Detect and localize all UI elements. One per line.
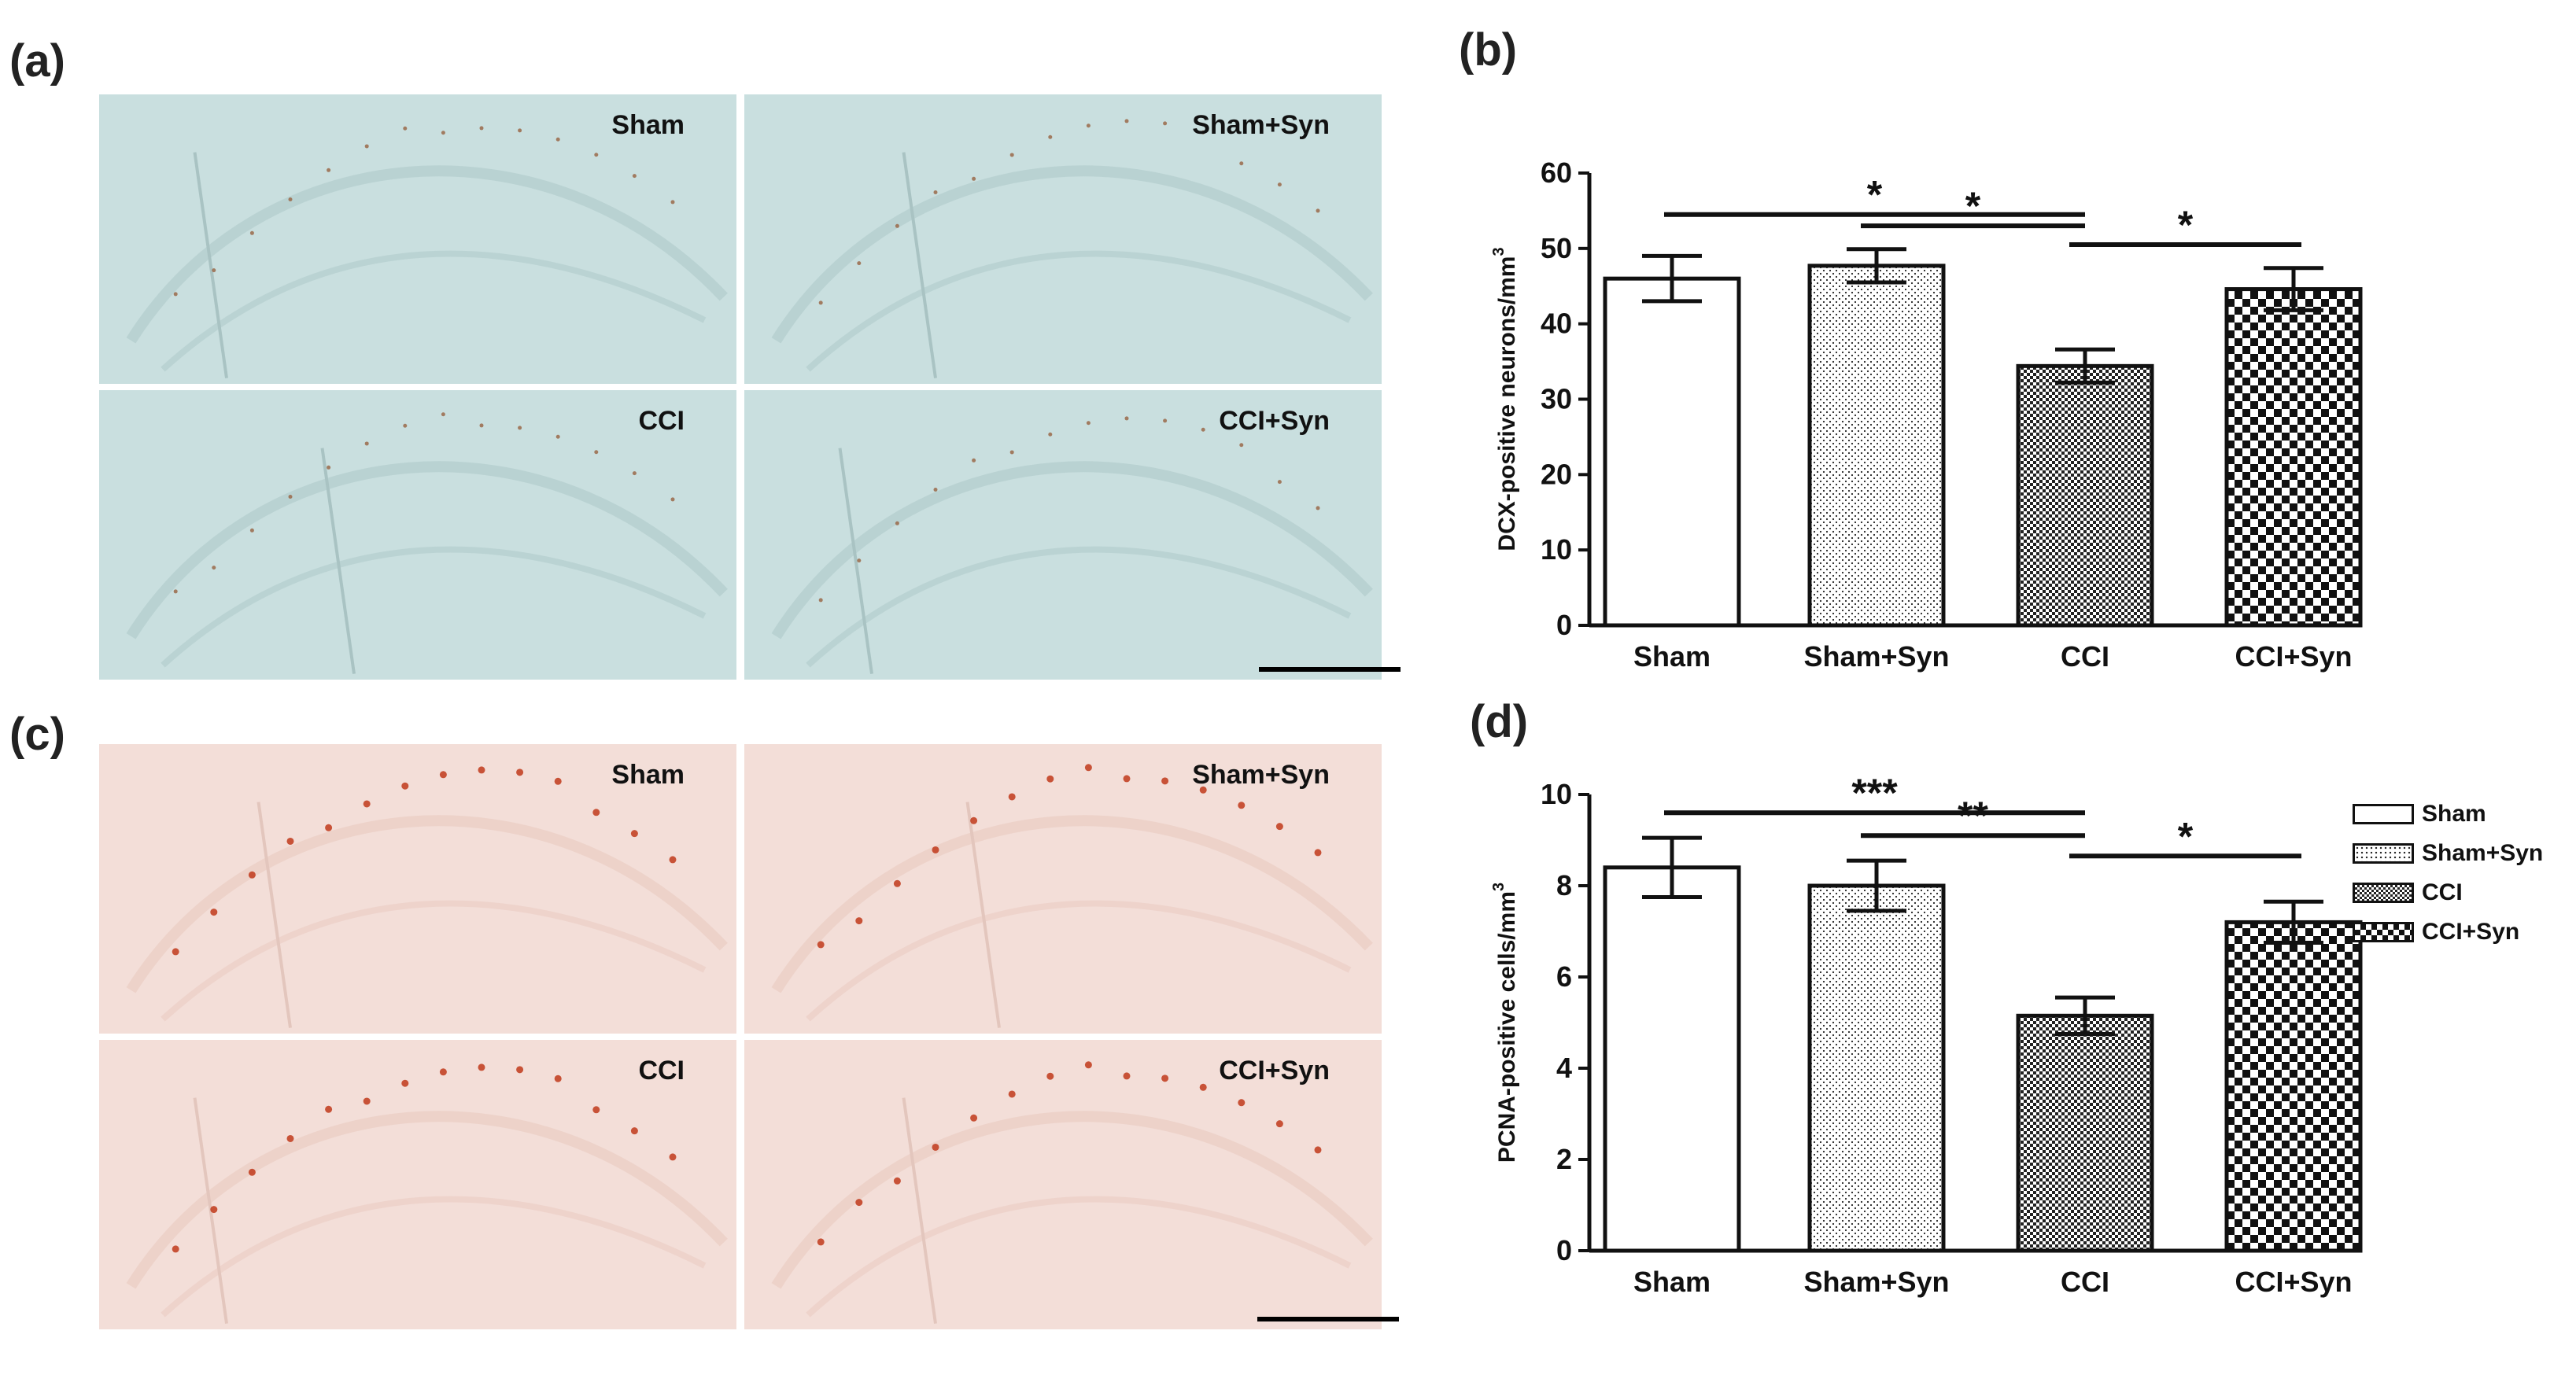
y-tick-label: 6: [1556, 960, 1572, 993]
panel-letter-c: (c): [9, 709, 65, 760]
legend-item-cci: CCI: [2353, 873, 2576, 912]
error-bar: [1847, 247, 1906, 285]
error-bar: [2055, 347, 2115, 385]
tissue-texture: [771, 119, 1373, 378]
panel-letter-a: (a): [9, 35, 65, 87]
micrograph-label: CCI+Syn: [1219, 406, 1330, 436]
significance-label: **: [1958, 794, 1988, 838]
y-tick-label: 40: [1541, 308, 1572, 340]
dcx-bar-chart: 0 10 20 30 40 50 60 DCX-positive neurons/mm3 Sha…: [1490, 157, 2363, 673]
pcna-bar-chart: 0 2 4 6 8 10 PCNA-positive cells/mm3 Sham Sham+S…: [1490, 771, 2363, 1298]
legend-swatch-cci-syn: [2353, 922, 2414, 942]
significance-label: *: [2178, 203, 2194, 247]
bar-sham-syn: [1807, 264, 1946, 628]
micrograph-label: CCI: [638, 406, 685, 436]
micrograph-dcx-sham: Sham: [99, 94, 736, 384]
x-tick-label: CCI: [2061, 1266, 2109, 1298]
panel-letter-b: (b): [1459, 24, 1518, 76]
x-tick-label: Sham+Syn: [1803, 1266, 1949, 1298]
y-tick-label: 0: [1556, 1234, 1572, 1266]
micrograph-dcx-sham-syn: Sham+Syn: [744, 94, 1382, 384]
x-tick-label: Sham: [1633, 1266, 1711, 1298]
legend-label-sham: Sham: [2422, 801, 2486, 827]
scale-bar: [1257, 1317, 1399, 1321]
tissue-texture: [126, 412, 728, 674]
micrograph-dcx-cci-syn: CCI+Syn: [744, 390, 1382, 680]
y-tick-label: 60: [1541, 157, 1572, 189]
scale-bar: [1259, 667, 1401, 672]
x-tick-label: Sham: [1633, 640, 1711, 673]
micrograph-label: Sham+Syn: [1192, 760, 1330, 790]
micrograph-pcna-sham-syn: Sham+Syn: [744, 744, 1382, 1034]
tissue-texture: [126, 1063, 728, 1324]
x-tick-label: CCI+Syn: [2235, 1266, 2352, 1298]
error-bar: [1642, 835, 1702, 899]
legend-label-cci: CCI: [2422, 879, 2463, 905]
x-tick-label: CCI+Syn: [2235, 640, 2352, 673]
y-tick-label: 10: [1541, 533, 1572, 566]
legend-swatch-sham-syn: [2353, 843, 2414, 864]
micrograph-label: Sham: [611, 760, 685, 790]
legend-label-cci-syn: CCI+Syn: [2422, 919, 2520, 945]
error-bar: [2055, 995, 2115, 1036]
y-tick-label: 10: [1541, 778, 1572, 810]
y-tick-label: 8: [1556, 869, 1572, 901]
y-tick-label: 50: [1541, 232, 1572, 264]
bar-sham-syn: [1807, 883, 1946, 1253]
legend-label-sham-syn: Sham+Syn: [2422, 840, 2544, 866]
legend-item-sham-syn: Sham+Syn: [2353, 834, 2576, 873]
panel-letter-d: (d): [1470, 696, 1529, 747]
legend-item-cci-syn: CCI+Syn: [2353, 912, 2576, 952]
micrograph-label: CCI+Syn: [1219, 1056, 1330, 1086]
micrograph-pcna-sham: Sham: [99, 744, 736, 1034]
significance-label: *: [2178, 814, 2194, 858]
y-tick-label: 20: [1541, 458, 1572, 490]
y-axis-title: DCX-positive neurons/mm3: [1490, 247, 1520, 551]
micrograph-pcna-cci-syn: CCI+Syn: [744, 1040, 1382, 1329]
x-tick-label: CCI: [2061, 640, 2109, 673]
bar-cci-syn: [2224, 920, 2363, 1253]
y-tick-label: 2: [1556, 1143, 1572, 1175]
y-axis-title: PCNA-positive cells/mm3: [1490, 883, 1520, 1163]
y-tick-label: 0: [1556, 609, 1572, 641]
micrograph-label: Sham: [611, 110, 685, 140]
tissue-texture: [126, 766, 728, 1028]
tissue-texture: [126, 126, 728, 378]
y-tick-label: 30: [1541, 383, 1572, 415]
tissue-texture: [771, 416, 1373, 674]
micrograph-dcx-cci: CCI: [99, 390, 736, 680]
micrograph-label: Sham+Syn: [1192, 110, 1330, 140]
legend-swatch-sham: [2353, 804, 2414, 824]
bar-sham: [1603, 276, 1741, 628]
y-tick-label: 4: [1556, 1052, 1572, 1084]
legend-item-sham: Sham: [2353, 794, 2576, 834]
bar-sham: [1603, 865, 1741, 1253]
bar-cci-syn: [2224, 287, 2363, 628]
error-bar: [2264, 266, 2323, 312]
significance-label: *: [1965, 184, 1981, 228]
significance-label: *: [1867, 173, 1883, 217]
error-bar: [1847, 858, 1906, 913]
x-tick-label: Sham+Syn: [1803, 640, 1949, 673]
bar-cci: [2016, 1013, 2154, 1253]
micrograph-label: CCI: [638, 1056, 685, 1086]
tissue-texture: [771, 764, 1373, 1028]
legend-swatch-cci: [2353, 883, 2414, 903]
error-bar: [2264, 899, 2323, 945]
bar-cci: [2016, 363, 2154, 628]
tissue-texture: [771, 1061, 1373, 1324]
error-bar: [1642, 253, 1702, 304]
chart-legend: Sham Sham+Syn CCI CCI+Syn: [2353, 794, 2576, 952]
significance-label: ***: [1851, 771, 1898, 815]
micrograph-pcna-cci: CCI: [99, 1040, 736, 1329]
